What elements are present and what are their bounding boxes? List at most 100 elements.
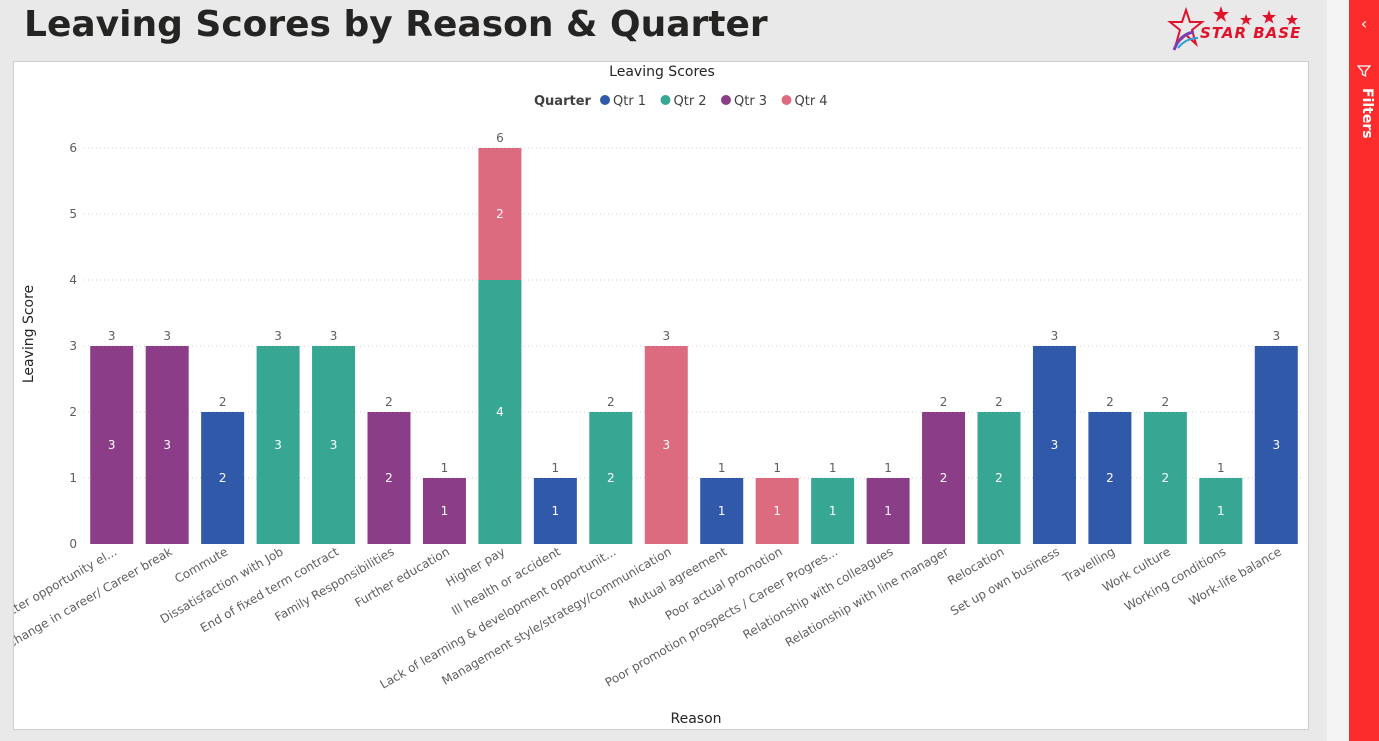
y-tick-label: 5 — [69, 207, 77, 221]
total-data-label: 1 — [829, 461, 837, 475]
segment-data-label: 2 — [607, 471, 615, 485]
chart-title: Leaving Scores — [609, 64, 715, 80]
segment-data-label: 1 — [829, 504, 837, 518]
total-data-label: 1 — [441, 461, 449, 475]
bar-segment[interactable] — [755, 478, 799, 544]
total-data-label: 3 — [662, 329, 670, 343]
filters-pane[interactable]: ‹ Filters — [1349, 0, 1379, 741]
legend-marker-4 — [781, 95, 792, 105]
legend-title: Quarter — [534, 94, 592, 109]
legend-item-4[interactable]: Qtr 4 — [795, 94, 828, 109]
bar-segment[interactable] — [422, 478, 466, 544]
chart-card[interactable]: Leaving Scores Quarter Qtr 1 Qtr 2 Qtr 3 Qtr… — [13, 61, 1309, 730]
bar-segment[interactable] — [478, 280, 522, 544]
x-tick-label: Working conditions — [1122, 544, 1228, 613]
segment-data-label: 1 — [1217, 504, 1225, 518]
bar-segment[interactable] — [201, 412, 245, 544]
legend-marker-2 — [660, 95, 671, 105]
segment-data-label: 3 — [1051, 438, 1059, 452]
segment-data-label: 1 — [441, 504, 449, 518]
total-data-label: 1 — [773, 461, 781, 475]
total-data-label: 2 — [940, 395, 948, 409]
bar-segment[interactable] — [145, 346, 189, 544]
bar-segment[interactable] — [700, 478, 744, 544]
bar-segment[interactable] — [1254, 346, 1298, 544]
page-title: Leaving Scores by Reason & Quarter — [24, 4, 768, 45]
total-data-label: 2 — [1162, 395, 1170, 409]
bar-segment[interactable] — [589, 412, 633, 544]
logo-star-2 — [1240, 14, 1252, 25]
segment-data-label: 2 — [219, 471, 227, 485]
legend-item-1[interactable]: Qtr 1 — [613, 94, 646, 109]
x-tick-label: Further education — [352, 544, 451, 610]
logo-star-1 — [1213, 6, 1229, 22]
bar-segment[interactable] — [644, 346, 688, 544]
total-data-label: 3 — [1051, 329, 1059, 343]
x-axis-ticks: Better opportunity el...Change in career… — [14, 544, 1284, 691]
x-axis-label: Reason — [670, 711, 721, 727]
legend-marker-1 — [600, 95, 610, 105]
total-data-label: 2 — [385, 395, 393, 409]
total-data-label: 2 — [995, 395, 1003, 409]
segment-data-label: 1 — [884, 504, 892, 518]
bar-segment[interactable] — [1199, 478, 1243, 544]
y-tick-label: 4 — [69, 273, 77, 287]
segment-data-label: 2 — [1162, 471, 1170, 485]
bar-segment[interactable] — [811, 478, 855, 544]
segment-data-label: 1 — [718, 504, 726, 518]
total-data-label: 2 — [607, 395, 615, 409]
segment-data-label: 3 — [274, 438, 282, 452]
segment-data-label: 1 — [773, 504, 781, 518]
legend-item-3[interactable]: Qtr 3 — [734, 94, 767, 109]
bar-segment[interactable] — [866, 478, 910, 544]
bar-segment[interactable] — [478, 148, 522, 280]
segment-data-label: 3 — [163, 438, 171, 452]
logo-swoosh — [1172, 30, 1195, 51]
bar-segment[interactable] — [1088, 412, 1132, 544]
legend-item-2[interactable]: Qtr 2 — [674, 94, 707, 109]
chevron-left-icon[interactable]: ‹ — [1360, 14, 1368, 33]
y-axis-label: Leaving Score — [21, 285, 37, 383]
bar-segment[interactable] — [977, 412, 1021, 544]
bar-segment[interactable] — [533, 478, 577, 544]
segment-data-label: 3 — [662, 438, 670, 452]
segment-data-label: 3 — [1272, 438, 1280, 452]
total-data-label: 3 — [274, 329, 282, 343]
y-tick-label: 2 — [69, 405, 77, 419]
total-data-label: 1 — [718, 461, 726, 475]
segment-data-label: 3 — [330, 438, 338, 452]
segment-data-label: 2 — [385, 471, 393, 485]
bar-segment[interactable] — [922, 412, 966, 544]
bar-segment[interactable] — [1143, 412, 1187, 544]
segment-data-label: 2 — [995, 471, 1003, 485]
chart-legend[interactable]: Quarter Qtr 1 Qtr 2 Qtr 3 Qtr 4 — [534, 94, 828, 109]
funnel-icon — [1357, 65, 1371, 78]
x-tick-label: Work-life balance — [1187, 544, 1284, 608]
segment-data-label: 2 — [496, 207, 504, 221]
total-data-label: 1 — [552, 461, 560, 475]
y-tick-label: 1 — [69, 471, 77, 485]
total-data-label: 2 — [219, 395, 227, 409]
bar-segment[interactable] — [90, 346, 134, 544]
star-base-logo: STAR BASE — [1167, 6, 1300, 51]
total-data-label: 3 — [1272, 329, 1280, 343]
y-tick-label: 3 — [69, 339, 77, 353]
bars: 3 3 3 3 2 2 3 3 3 3 2 2 1 1 4 2 6 1 1 2 2 3 3 1 1 1 1 1 1 1 1 2 2 2 2 3 3 2 2 2… — [90, 131, 1298, 544]
segment-data-label: 2 — [940, 471, 948, 485]
logo-star-3 — [1262, 10, 1276, 24]
total-data-label: 2 — [1106, 395, 1114, 409]
canvas-gap — [1327, 0, 1349, 741]
segment-data-label: 1 — [552, 504, 560, 518]
filters-label: Filters — [1359, 88, 1375, 139]
total-data-label: 1 — [1217, 461, 1225, 475]
y-axis-ticks: 0 1 2 3 4 5 6 — [69, 141, 77, 551]
total-data-label: 1 — [884, 461, 892, 475]
total-data-label: 3 — [330, 329, 338, 343]
bar-segment[interactable] — [312, 346, 356, 544]
legend-marker-3 — [721, 95, 731, 105]
bar-segment[interactable] — [256, 346, 300, 544]
bar-segment[interactable] — [1032, 346, 1076, 544]
stacked-bar-chart: Leaving Scores Quarter Qtr 1 Qtr 2 Qtr 3 Qtr… — [14, 64, 1304, 727]
segment-data-label: 3 — [108, 438, 116, 452]
bar-segment[interactable] — [367, 412, 411, 544]
